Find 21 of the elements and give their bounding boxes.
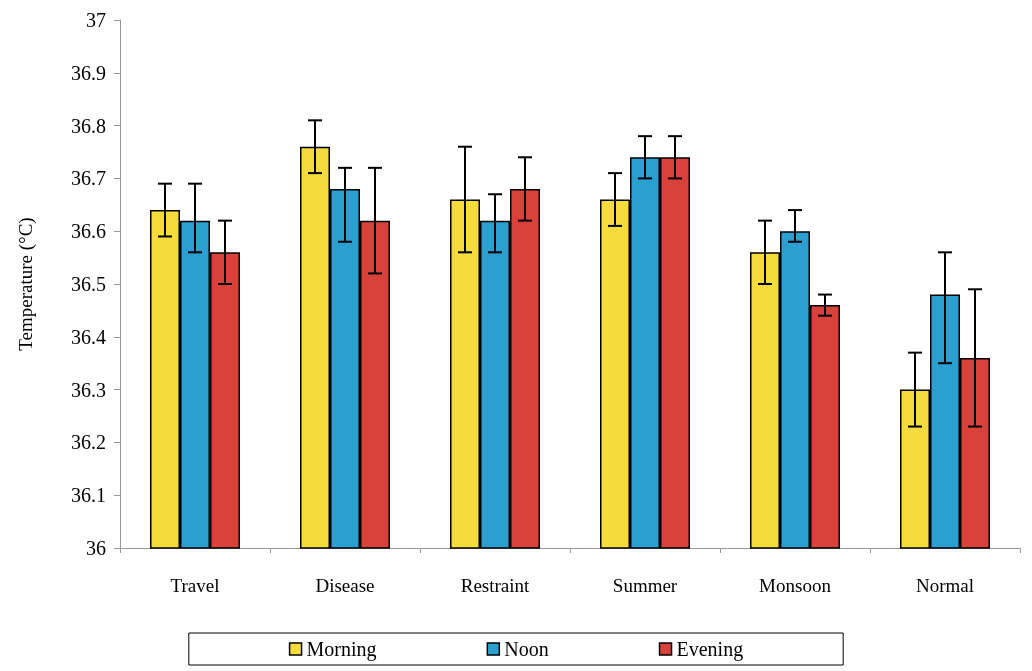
legend-label: Evening <box>676 638 744 661</box>
y-tick-label: 36.9 <box>71 61 106 84</box>
y-tick-label: 36.2 <box>71 431 106 454</box>
x-tick-label: Monsoon <box>759 575 832 596</box>
y-tick-label: 37 <box>86 9 106 31</box>
y-tick-label: 36.3 <box>71 378 106 401</box>
y-tick-label: 36.7 <box>71 167 106 190</box>
x-tick-label: Normal <box>915 575 975 596</box>
x-tick-label: Disease <box>315 575 375 596</box>
y-tick-label: 36.4 <box>71 325 106 348</box>
x-tick-label: Travel <box>170 575 220 596</box>
x-tick-label: Restraint <box>460 575 531 596</box>
y-tick-label: 36.8 <box>71 114 106 137</box>
x-tick-label: Summer <box>612 575 678 596</box>
y-tick-label: 36 <box>86 537 106 559</box>
y-tick-label: 36.1 <box>71 484 106 507</box>
legend-label: Morning <box>306 638 377 661</box>
y-tick-label: 36.6 <box>71 220 106 243</box>
legend-label: Noon <box>504 638 549 660</box>
y-axis-title: Temperature (°C) <box>15 217 37 351</box>
y-tick-label: 36.5 <box>71 273 106 295</box>
